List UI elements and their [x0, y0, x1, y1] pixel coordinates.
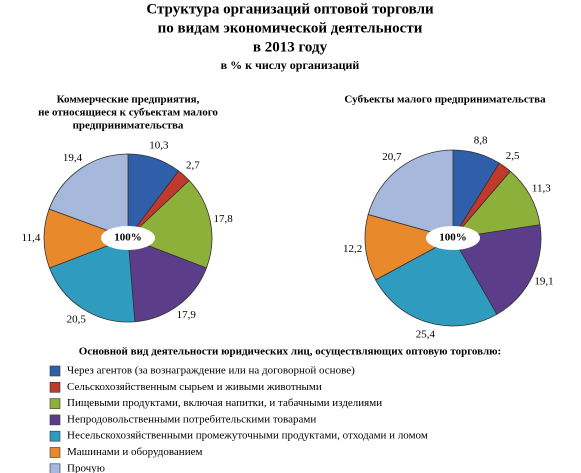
- legend-swatch: [49, 365, 61, 377]
- value-label: 2,5: [506, 150, 520, 162]
- legend-item: Несельскохозяйственными промежуточными п…: [67, 430, 428, 442]
- pie-slice: [48, 153, 129, 239]
- pie-title: предпринимательства: [73, 120, 184, 132]
- legend-swatch: [49, 414, 61, 426]
- legend-item: Непродовольственными потребительскими то…: [67, 413, 316, 425]
- value-label: 19,4: [63, 152, 83, 164]
- value-label: 17,8: [214, 213, 234, 225]
- value-label: 2,7: [186, 159, 200, 171]
- title: Структура организаций оптовой торговли: [146, 1, 434, 17]
- value-label: 20,5: [67, 314, 87, 326]
- legend-item: Через агентов (за вознаграждение или на …: [67, 365, 355, 377]
- value-label: 19,1: [534, 275, 553, 287]
- value-label: 20,7: [382, 151, 402, 163]
- legend-swatch: [49, 381, 61, 393]
- pie-title: Коммерческие предприятия,: [57, 94, 200, 106]
- pie-title: Субъекты малого предпринимательства: [344, 94, 546, 106]
- legend-swatch: [49, 447, 61, 458]
- pie-slice: [127, 237, 208, 323]
- pie-slice: [48, 237, 136, 323]
- title: в 2013 году: [253, 39, 328, 55]
- center-ellipse: [101, 226, 155, 250]
- value-label: 8,8: [474, 134, 488, 146]
- value-label: 11,4: [22, 232, 41, 244]
- legend-item: Машинами и оборудованием: [67, 446, 202, 458]
- value-label: 25,4: [416, 329, 436, 341]
- subtitle: в % к числу организаций: [221, 58, 360, 72]
- center-ellipse: [426, 226, 480, 250]
- title: по видам экономической деятельности: [158, 20, 423, 36]
- pie-title: не относящиеся к субъектам малого: [38, 107, 218, 119]
- legend-item: Сельскохозяйственным сырьем и живыми жив…: [67, 381, 322, 393]
- pie-slice: [364, 214, 455, 281]
- center-label: 100%: [439, 232, 467, 244]
- pie-slice: [367, 149, 454, 239]
- legend-swatch: [49, 398, 61, 409]
- legend-swatch: [49, 463, 61, 473]
- pie-slice: [375, 237, 498, 327]
- center-label: 100%: [114, 232, 142, 244]
- legend-title: Основной вид деятельности юридических ли…: [79, 346, 501, 358]
- value-label: 10,3: [149, 140, 169, 152]
- legend-item: Прочую: [67, 462, 105, 473]
- legend-item: Пищевыми продуктами, включая напитки, и …: [67, 397, 382, 409]
- value-label: 11,3: [532, 183, 551, 195]
- pie-slice: [452, 224, 542, 315]
- value-label: 12,2: [343, 243, 362, 255]
- value-label: 17,9: [177, 309, 197, 321]
- pie-slice: [127, 179, 213, 269]
- legend-swatch: [49, 430, 61, 442]
